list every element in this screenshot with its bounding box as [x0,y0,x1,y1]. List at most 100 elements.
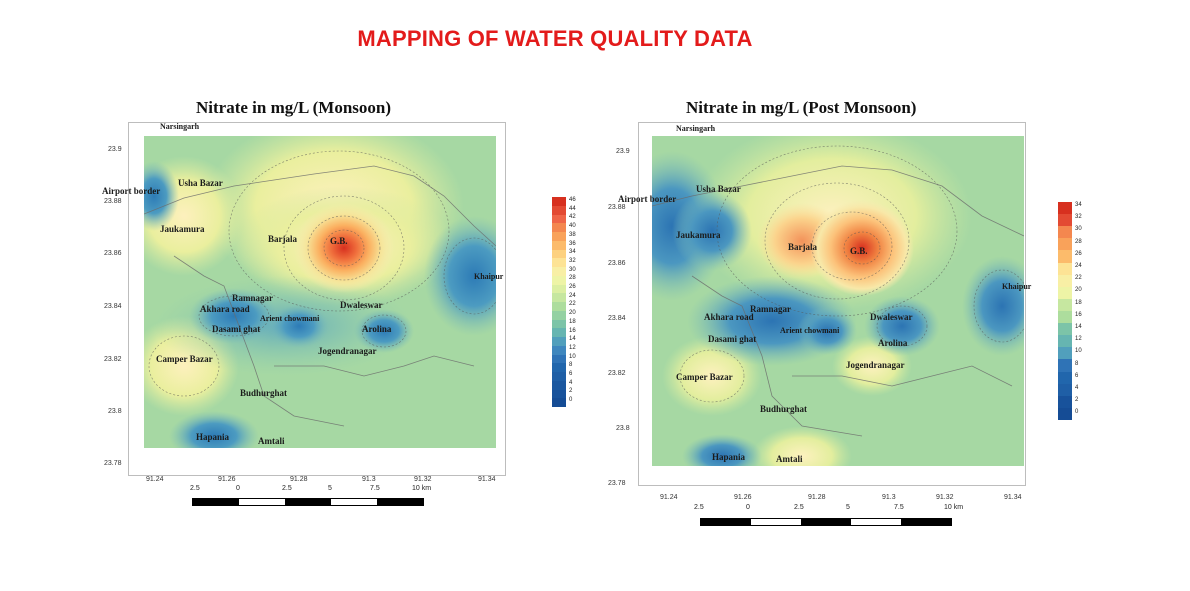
place-label: G.B. [850,246,868,256]
legend-swatch [552,354,566,364]
legend-swatch [552,310,566,320]
legend-tick: 18 [569,318,576,325]
legend-tick: 20 [569,310,576,317]
x-tick: 91.24 [146,476,164,483]
legend-swatch [1058,286,1072,299]
place-label: Amtali [258,436,285,446]
place-label: Usha Bazar [696,184,741,194]
place-label: Budhurghat [760,404,808,414]
legend-swatch [552,363,566,372]
y-tick: 23.82 [104,356,122,363]
legend-swatch [552,319,566,329]
legend-swatch [1058,310,1072,324]
legend-swatch [552,284,566,294]
scale-label: 0 [236,485,240,492]
legend-tick: 8 [1075,360,1079,367]
legend-tick: 20 [1075,287,1082,294]
legend-tick: 14 [569,336,576,343]
legend-swatch [1058,298,1072,311]
legend-swatch [1058,323,1072,336]
legend-swatch [552,380,566,390]
place-label: Arient chowmani [260,314,320,323]
legend-tick: 34 [569,249,576,256]
place-label: Ramnagar [750,304,791,314]
legend-tick: 28 [569,275,576,282]
legend-tick: 24 [1075,263,1082,269]
place-label: Jogendranagar [318,346,377,356]
legend-tick: 16 [1075,311,1082,318]
place-label: Amtali [776,454,803,464]
legend-tick: 4 [569,379,573,386]
legend-swatch [1058,250,1072,263]
scale-label: 0 [746,504,750,511]
place-label: Jogendranagar [846,360,905,370]
place-label: Airport border [618,194,677,204]
place-label: Hapania [196,432,230,442]
legend-swatch [552,389,566,399]
legend-tick: 32 [569,257,576,264]
place-label: Dwaleswar [340,300,383,310]
y-tick: 23.78 [608,480,626,487]
legend-swatch [552,337,566,346]
legend-tick: 30 [569,266,576,273]
scale-label: 2.5 [694,504,704,511]
legend-tick: 6 [569,371,573,377]
scale-label: 5 [846,504,850,511]
legend-tick: 12 [1075,336,1082,343]
y-tick: 23.84 [104,303,122,310]
scale-labels: 2.5 0 2.5 5 7.5 10 km [694,504,964,514]
x-tick: 91.34 [478,476,496,483]
y-tick: 23.9 [616,148,630,155]
legend-tick: 4 [1075,385,1079,391]
place-label: Arolina [362,324,392,334]
scale-label: 7.5 [370,485,380,492]
legend-tick: 10 [1075,348,1082,355]
contour-map-monsoon [144,136,496,448]
scale-bar [192,498,424,506]
scale-label: 2.5 [794,504,804,511]
x-tick: 91.26 [734,494,752,501]
scale-label: 2.5 [190,485,200,492]
legend-tick: 14 [1075,324,1082,330]
map-title-post-monsoon: Nitrate in mg/L (Post Monsoon) [686,98,917,117]
place-label: G.B. [330,236,348,246]
legend-swatch [1058,395,1072,408]
y-tick: 23.88 [104,198,122,205]
contour-svg [144,136,496,448]
legend-swatch [1058,359,1072,372]
legend-tick: 28 [1075,238,1082,245]
scale-label: 10 km [412,485,432,492]
place-label: Barjala [788,242,817,252]
legend-tick: 10 [569,353,576,360]
place-label: Camper Bazar [676,372,733,382]
place-label: Dasami ghat [212,324,261,334]
legend-swatch [1058,202,1072,215]
page-title: MAPPING OF WATER QUALITY DATA [357,26,753,51]
x-tick: 91.3 [362,476,376,483]
legend-tick: 26 [569,284,576,290]
legend-tick: 24 [569,292,576,299]
legend-swatch [1058,371,1072,384]
legend-tick: 40 [569,223,576,230]
contour-svg [652,136,1024,466]
x-tick: 91.28 [290,476,308,483]
place-label: Akhara road [704,312,754,322]
legend-swatch [1058,238,1072,251]
legend-swatch [552,293,566,302]
legend-swatch [552,240,566,250]
map-title-monsoon: Nitrate in mg/L (Monsoon) [196,98,392,117]
place-label: Arolina [878,338,908,348]
scale-label: 7.5 [894,504,904,511]
scale-label: 10 km [944,504,964,511]
place-label: Usha Bazar [178,178,223,188]
legend-swatch [552,258,566,267]
scale-label: 2.5 [282,485,292,492]
label-narsingarh: Narsingarh [160,122,200,131]
map-panel-post-monsoon: Narsingarh [604,118,1044,528]
y-tick: 23.8 [616,425,630,432]
legend-swatch [552,267,566,276]
legend-tick: 22 [569,301,576,308]
place-label: Arient chowmani [780,326,840,335]
legend-tick: 8 [569,362,573,369]
scale-labels: 2.5 0 2.5 5 7.5 10 km [190,485,440,495]
